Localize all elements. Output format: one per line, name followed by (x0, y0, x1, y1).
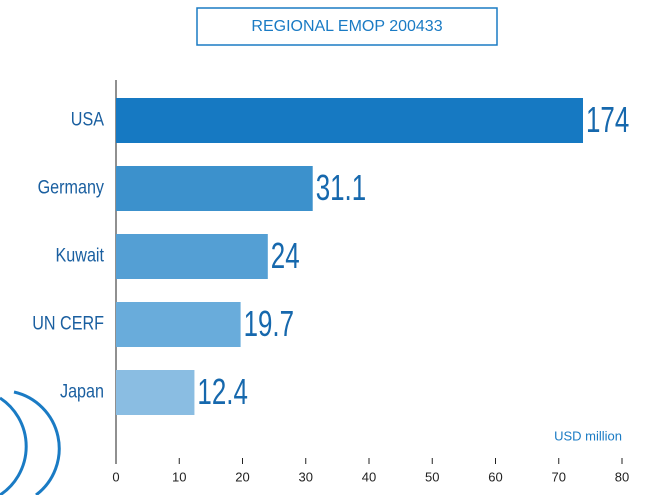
title-box (196, 7, 498, 46)
decor-arc (0, 390, 61, 495)
category-label: Germany (38, 176, 105, 198)
category-label: USA (71, 108, 104, 130)
bar (116, 98, 583, 143)
bar (116, 370, 195, 415)
bars (116, 98, 583, 415)
x-tick-label: 70 (552, 469, 566, 484)
category-label: UN CERF (32, 312, 104, 334)
bar (116, 166, 313, 211)
category-label: Kuwait (56, 244, 105, 266)
x-tick-label: 50 (425, 469, 439, 484)
bar (116, 302, 241, 347)
value-label: 174 (586, 100, 629, 140)
x-axis-label: USD million (554, 428, 622, 443)
chart-title: REGIONAL EMOP 200433 (251, 18, 442, 35)
x-tick-label: 40 (362, 469, 376, 484)
value-label: 19.7 (244, 304, 294, 344)
value-label: 24 (271, 236, 300, 276)
x-tick-label: 20 (235, 469, 249, 484)
x-tick-label: 60 (488, 469, 502, 484)
x-tick-label: 10 (172, 469, 186, 484)
value-label: 31.1 (316, 168, 366, 208)
x-tick-label: 80 (615, 469, 629, 484)
value-label: 12.4 (197, 372, 247, 412)
x-tick-label: 0 (112, 469, 119, 484)
category-label: Japan (60, 380, 104, 402)
x-tick-label: 30 (299, 469, 313, 484)
bar (116, 234, 268, 279)
